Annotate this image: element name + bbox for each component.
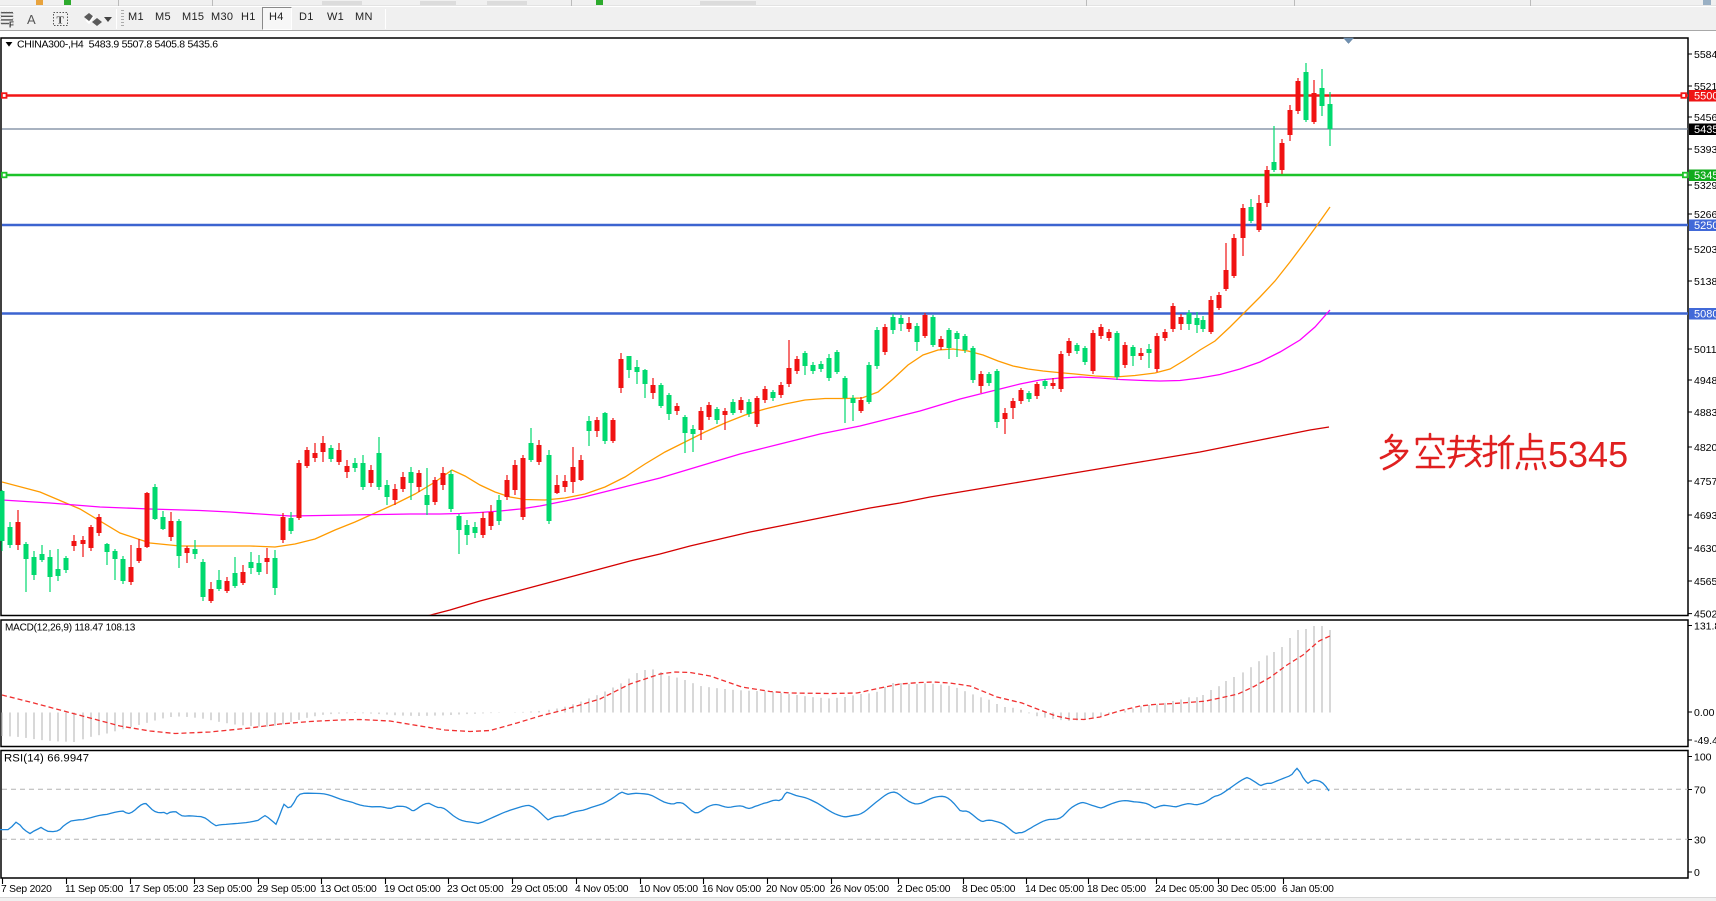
svg-text:20 Nov 05:00: 20 Nov 05:00 [766,884,825,895]
svg-text:5203.: 5203. [1694,244,1716,256]
svg-text:14 Dec 05:00: 14 Dec 05:00 [1025,884,1084,895]
svg-text:13 Oct 05:00: 13 Oct 05:00 [320,884,377,895]
svg-text:5250.: 5250. [1694,220,1716,232]
svg-text:4693.: 4693. [1694,510,1716,522]
svg-text:18 Dec 05:00: 18 Dec 05:00 [1087,884,1146,895]
svg-text:5138.: 5138. [1694,276,1716,288]
svg-text:5435.: 5435. [1694,124,1716,136]
svg-text:131.83: 131.83 [1694,621,1716,633]
svg-text:24 Dec 05:00: 24 Dec 05:00 [1155,884,1214,895]
svg-text:CHINA300-,H4 5483.9 5507.8 54: CHINA300-,H4 5483.9 5507.8 5405.8 5435.6 [17,39,218,51]
svg-text:T: T [57,15,65,27]
svg-text:F: F [9,21,14,30]
svg-text:-49.48: -49.48 [1694,735,1716,747]
svg-text:4820.: 4820. [1694,442,1716,454]
svg-text:30 Dec 05:00: 30 Dec 05:00 [1217,884,1276,895]
svg-text:4757.: 4757. [1694,476,1716,488]
svg-text:5011.: 5011. [1694,344,1716,356]
svg-text:4630.: 4630. [1694,543,1716,555]
svg-text:70: 70 [1694,785,1706,797]
svg-text:29 Oct 05:00: 29 Oct 05:00 [511,884,568,895]
svg-text:8 Dec 05:00: 8 Dec 05:00 [962,884,1016,895]
svg-text:17 Sep 05:00: 17 Sep 05:00 [129,884,188,895]
svg-text:5329.: 5329. [1694,180,1716,192]
svg-text:MACD(12,26,9) 118.47 108.13: MACD(12,26,9) 118.47 108.13 [5,623,136,634]
svg-text:26 Nov 05:00: 26 Nov 05:00 [830,884,889,895]
svg-text:29 Sep 05:00: 29 Sep 05:00 [257,884,316,895]
svg-text:5456.: 5456. [1694,112,1716,124]
svg-text:4565.: 4565. [1694,576,1716,588]
svg-text:4 Nov 05:00: 4 Nov 05:00 [575,884,629,895]
svg-text:2 Dec 05:00: 2 Dec 05:00 [897,884,951,895]
svg-text:5584.: 5584. [1694,49,1716,61]
svg-text:5345: 5345 [1548,434,1628,475]
svg-text:4948.: 4948. [1694,375,1716,387]
svg-text:5266.: 5266. [1694,209,1716,221]
svg-text:4502.: 4502. [1694,609,1716,621]
svg-text:30: 30 [1694,835,1706,847]
svg-text:100: 100 [1694,752,1712,764]
svg-text:6 Jan 05:00: 6 Jan 05:00 [1282,884,1334,895]
svg-text:RSI(14) 66.9947: RSI(14) 66.9947 [4,753,89,765]
svg-text:10 Nov 05:00: 10 Nov 05:00 [639,884,698,895]
svg-text:5393.: 5393. [1694,144,1716,156]
svg-text:16 Nov 05:00: 16 Nov 05:00 [702,884,761,895]
svg-text:4883.: 4883. [1694,407,1716,419]
svg-text:5345.: 5345. [1694,170,1716,182]
svg-text:5500.: 5500. [1694,91,1716,103]
svg-text:23 Oct 05:00: 23 Oct 05:00 [447,884,504,895]
svg-text:A: A [27,12,36,27]
svg-text:7 Sep 2020: 7 Sep 2020 [1,884,52,895]
svg-text:23 Sep 05:00: 23 Sep 05:00 [193,884,252,895]
svg-text:0.00: 0.00 [1694,707,1715,719]
svg-text:0: 0 [1694,867,1700,879]
svg-text:11 Sep 05:00: 11 Sep 05:00 [65,884,124,895]
svg-text:5080.: 5080. [1694,309,1716,321]
svg-text:19 Oct 05:00: 19 Oct 05:00 [384,884,441,895]
